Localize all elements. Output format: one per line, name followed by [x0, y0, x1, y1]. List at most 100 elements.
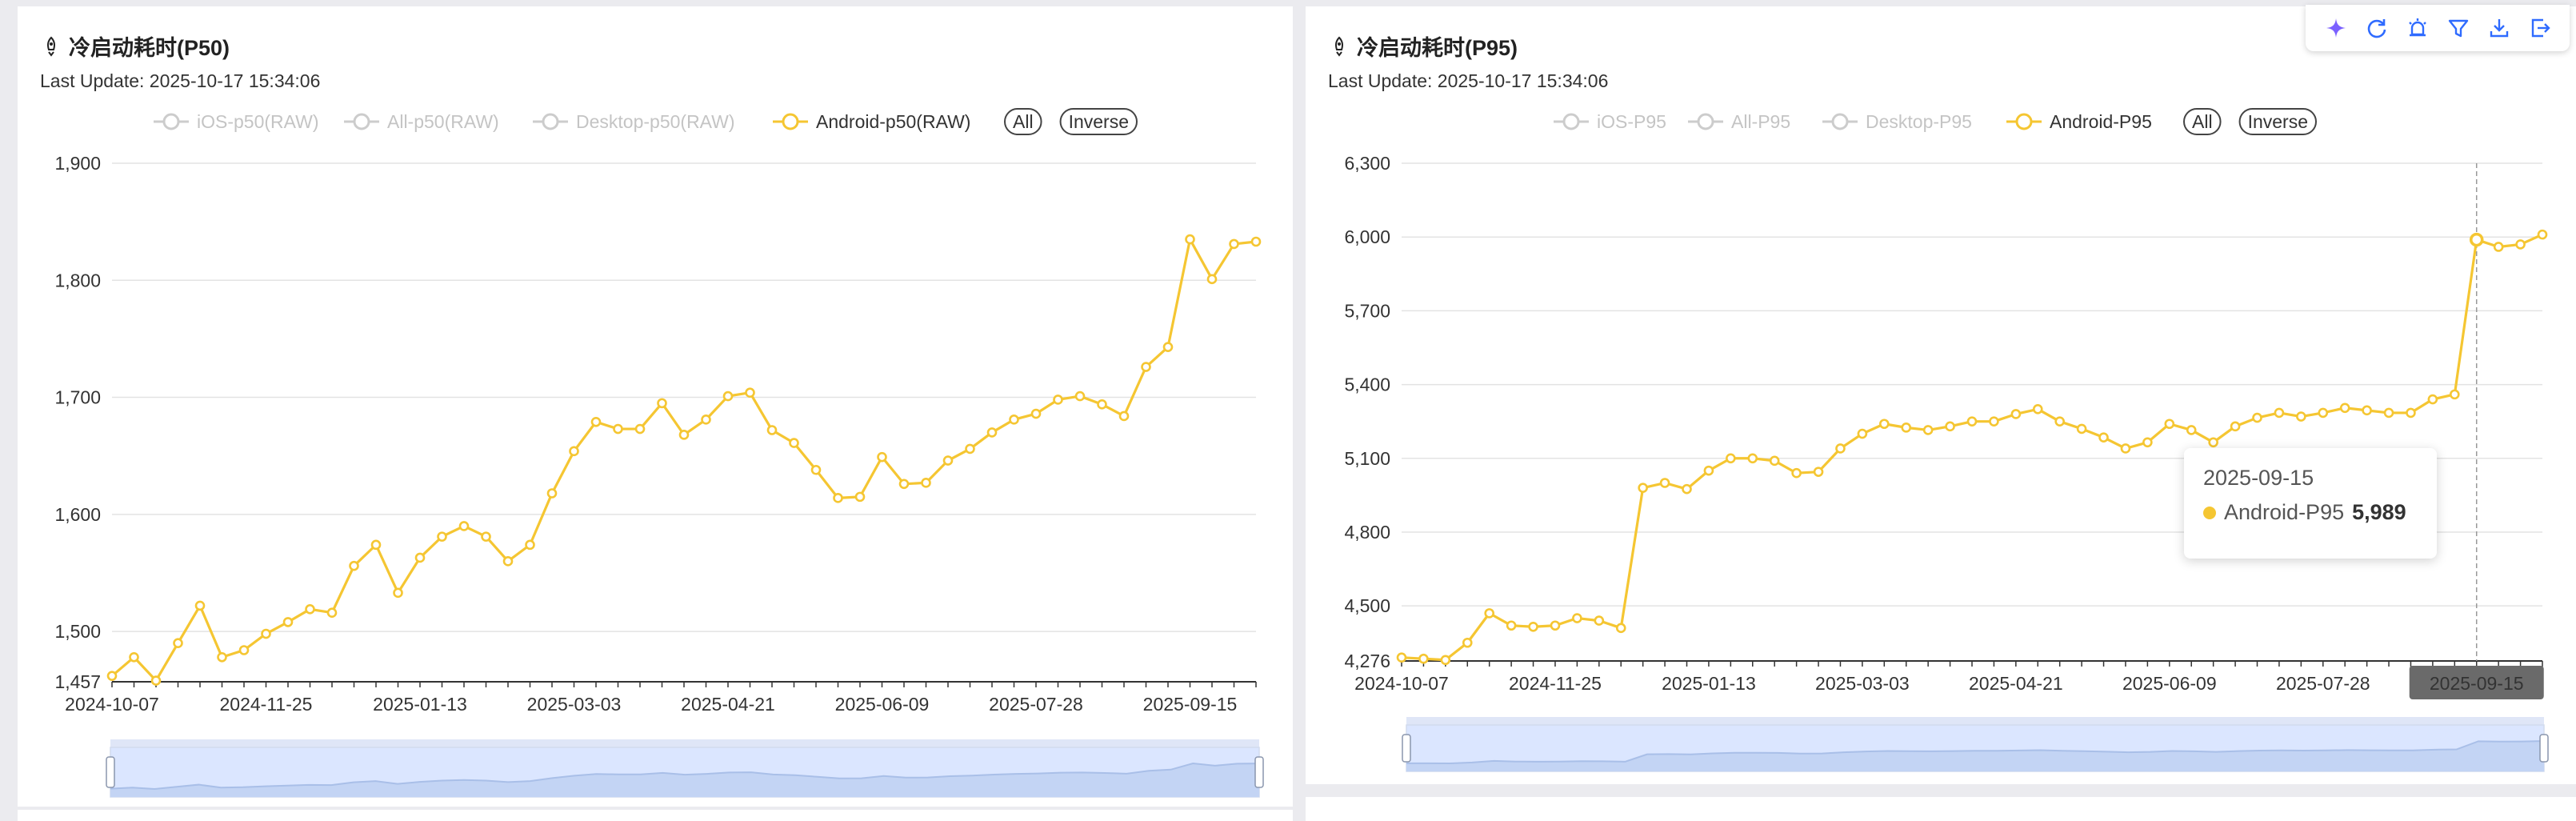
data-point[interactable] [2032, 404, 2043, 415]
data-point[interactable] [2010, 409, 2022, 419]
data-point[interactable] [1418, 653, 1429, 664]
data-point[interactable] [1594, 615, 1605, 626]
data-point[interactable] [2406, 407, 2416, 419]
legend-item[interactable]: All-P95 [1688, 111, 1790, 132]
data-point[interactable] [481, 531, 491, 542]
data-point[interactable] [877, 451, 887, 463]
data-point[interactable] [1726, 453, 1736, 464]
data-point[interactable] [2318, 407, 2329, 419]
data-point[interactable] [1572, 613, 1582, 623]
data-point[interactable] [525, 539, 535, 551]
data-point[interactable] [1791, 467, 1802, 479]
data-point[interactable] [546, 488, 558, 499]
data-point[interactable] [1250, 236, 1262, 247]
data-point[interactable] [701, 415, 711, 425]
data-point[interactable] [613, 423, 623, 435]
data-point[interactable] [1966, 416, 1978, 427]
data-point[interactable] [1901, 423, 1912, 433]
data-point[interactable] [921, 478, 931, 488]
data-point[interactable] [1747, 453, 1758, 464]
data-point[interactable] [238, 645, 250, 655]
data-point[interactable] [2537, 229, 2548, 240]
data-point[interactable] [2427, 394, 2438, 405]
data-point[interactable] [1053, 394, 1063, 405]
data-point[interactable] [1945, 421, 1955, 432]
data-point[interactable] [2339, 402, 2350, 414]
data-point[interactable] [414, 552, 426, 563]
export-button[interactable] [2527, 15, 2553, 41]
data-point[interactable] [2515, 239, 2526, 250]
data-point[interactable] [2098, 432, 2109, 443]
data-point[interactable] [1440, 655, 1451, 666]
data-point[interactable] [2186, 425, 2197, 435]
data-point[interactable] [810, 464, 822, 475]
data-point[interactable] [2383, 407, 2394, 419]
data-point[interactable] [2120, 443, 2131, 454]
data-point[interactable] [173, 638, 183, 649]
data-point[interactable] [965, 443, 975, 455]
data-point[interactable] [1769, 455, 1780, 467]
data-point[interactable] [2252, 412, 2262, 423]
data-point[interactable] [1097, 399, 1107, 410]
legend-item[interactable]: All-p50(RAW) [344, 111, 499, 132]
data-point[interactable] [1659, 478, 1670, 488]
alarm-button[interactable] [2405, 15, 2430, 41]
data-point[interactable] [2208, 437, 2218, 448]
data-point[interactable] [634, 423, 646, 435]
legend-item[interactable]: Desktop-p50(RAW) [533, 111, 735, 132]
data-point[interactable] [1506, 620, 1517, 631]
data-point[interactable] [854, 491, 866, 503]
data-point[interactable] [833, 493, 843, 503]
data-point[interactable] [150, 675, 162, 686]
data-point[interactable] [1462, 637, 1473, 648]
data-point[interactable] [1074, 390, 1086, 402]
data-point[interactable] [129, 651, 139, 663]
data-point[interactable] [106, 671, 118, 681]
data-point[interactable] [1989, 416, 1999, 427]
legend-item[interactable]: Desktop-P95 [1822, 111, 1972, 132]
slider-handle-right[interactable] [2539, 734, 2549, 763]
slider-handle-left[interactable] [106, 756, 115, 788]
data-point[interactable] [261, 628, 271, 639]
data-point[interactable] [1229, 238, 1239, 250]
data-point[interactable] [1857, 428, 1868, 439]
filter-button[interactable] [2446, 15, 2471, 41]
data-point[interactable] [569, 446, 579, 457]
legend-button-all[interactable]: All [1004, 108, 1042, 135]
data-point[interactable] [370, 539, 382, 551]
data-point[interactable] [1615, 623, 1626, 634]
data-point[interactable] [2142, 437, 2153, 448]
data-point[interactable] [1162, 342, 1174, 352]
data-point[interactable] [2469, 232, 2484, 247]
download-button[interactable] [2486, 15, 2512, 41]
legend-button-inverse[interactable]: Inverse [1059, 108, 1138, 135]
slider-handle-right[interactable] [1254, 756, 1264, 788]
data-point[interactable] [1396, 652, 1407, 663]
data-point[interactable] [1030, 408, 1042, 419]
data-point[interactable] [766, 425, 778, 435]
data-point[interactable] [1922, 425, 1934, 435]
data-point[interactable] [657, 398, 667, 409]
data-point[interactable] [1879, 419, 1890, 430]
zoom-slider[interactable] [106, 739, 1264, 798]
data-point[interactable] [722, 390, 734, 402]
data-point[interactable] [349, 560, 359, 571]
data-point[interactable] [1550, 620, 1561, 631]
data-point[interactable] [942, 455, 954, 466]
data-point[interactable] [305, 604, 315, 615]
data-point[interactable] [2493, 242, 2504, 252]
data-point[interactable] [1484, 608, 1494, 619]
data-point[interactable] [1141, 362, 1151, 372]
legend-item[interactable]: Android-p50(RAW) [773, 111, 970, 132]
data-point[interactable] [1638, 483, 1648, 493]
data-point[interactable] [393, 587, 403, 599]
data-point[interactable] [986, 427, 998, 438]
data-point[interactable] [1682, 483, 1692, 495]
data-point[interactable] [217, 651, 227, 663]
data-point[interactable] [1703, 465, 1714, 476]
data-point[interactable] [2054, 416, 2065, 427]
zoom-slider[interactable] [1402, 717, 2549, 772]
data-point[interactable] [502, 556, 514, 567]
data-point[interactable] [437, 531, 447, 542]
legend-item[interactable]: Android-P95 [2006, 111, 2152, 132]
